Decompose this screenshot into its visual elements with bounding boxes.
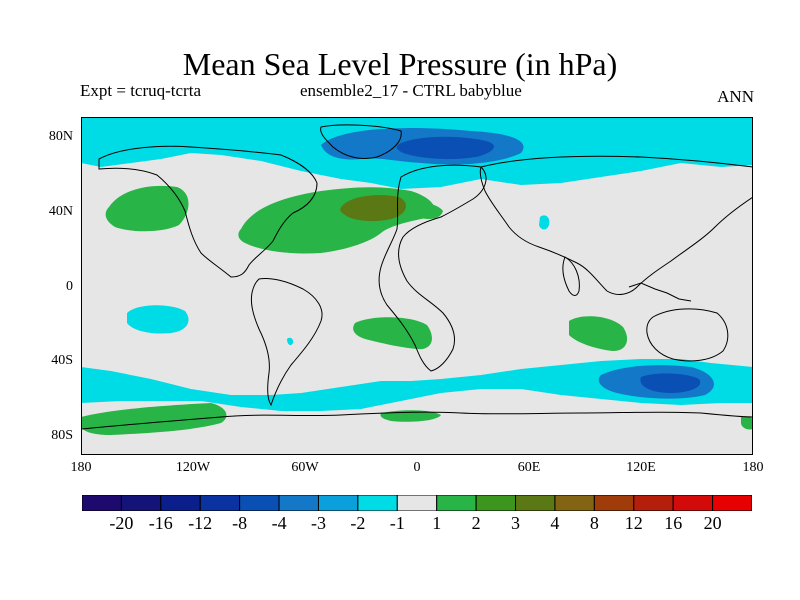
colorbar-label: -1 <box>389 513 405 533</box>
map-frame <box>81 117 753 455</box>
lat-tick-80s: 80S <box>51 428 73 443</box>
colorbar-label: 8 <box>589 513 599 533</box>
ne-pacific-positive-region <box>105 185 189 232</box>
colorbar-label: -4 <box>271 513 287 533</box>
southern-ocean-deep-negative-region <box>640 373 701 393</box>
colorbar-swatch <box>82 495 122 511</box>
antarctica-coast <box>81 411 753 430</box>
colorbar-swatch <box>593 495 635 511</box>
lat-tick-40s: 40S <box>51 353 73 368</box>
lon-tick-180w: 180 <box>70 460 92 475</box>
lat-tick-40n: 40N <box>48 204 73 219</box>
north-atlantic-strong-positive-region <box>340 195 406 222</box>
colorbar-label: -2 <box>350 513 366 533</box>
colorbar-label: -3 <box>311 513 326 533</box>
colorbar-label: 20 <box>703 513 722 533</box>
south-america-coast <box>250 278 323 407</box>
colorbar-swatch <box>475 495 517 511</box>
greenland-coast <box>320 124 402 160</box>
colorbar-swatch <box>436 495 477 511</box>
colorbar-swatch <box>199 495 241 511</box>
med-positive-region <box>411 203 443 219</box>
andes-negative-region <box>287 337 294 346</box>
arctic-deep-negative-region <box>396 136 494 160</box>
europe-africa-coast <box>378 164 487 372</box>
australia-coast <box>646 308 729 362</box>
lon-tick-120e: 120E <box>626 460 656 475</box>
colorbar-swatch <box>396 495 438 511</box>
lon-tick-60w: 60W <box>291 460 319 475</box>
east-pacific-negative-region <box>127 305 189 334</box>
lon-tick-0: 0 <box>413 460 421 475</box>
colorbar-swatch <box>515 495 556 511</box>
colorbar-label: 2 <box>471 513 481 533</box>
pressure-map <box>81 117 753 455</box>
colorbar-swatch <box>712 495 752 511</box>
asia-coast <box>479 155 753 295</box>
lon-tick-180e: 180 <box>742 460 764 475</box>
colorbar-label: 1 <box>432 513 442 533</box>
north-america-coast <box>98 145 318 278</box>
experiment-label: Expt = tcruq-tcrta <box>80 81 201 100</box>
arctic-strong-negative-west <box>329 141 370 158</box>
colorbar-swatch <box>554 495 595 511</box>
season-label: ANN <box>717 87 754 106</box>
antarctic-positive-east <box>741 416 753 430</box>
south-atlantic-positive-region <box>353 317 432 350</box>
colorbar-label: -20 <box>109 513 134 533</box>
colorbar-swatch <box>239 495 280 511</box>
lon-tick-60e: 60E <box>517 460 541 475</box>
colorbar <box>82 495 752 511</box>
colorbar-swatch <box>278 495 319 511</box>
colorbar-swatch <box>357 495 398 511</box>
map-title: Mean Sea Level Pressure (in hPa) <box>182 46 618 82</box>
colorbar-label: 16 <box>664 513 683 533</box>
colorbar-swatch <box>317 495 359 511</box>
antarctic-positive-west <box>81 403 227 435</box>
colorbar-swatch <box>672 495 714 511</box>
colorbar-label: -16 <box>148 513 173 533</box>
lat-tick-80n: 80N <box>48 129 73 144</box>
colorbar-label: 12 <box>624 513 643 533</box>
colorbar-swatch <box>120 495 162 511</box>
colorbar-swatch <box>633 495 674 511</box>
colorbar-label: -8 <box>232 513 248 533</box>
southern-ocean-negative-region <box>81 359 753 411</box>
lat-tick-0: 0 <box>66 279 73 294</box>
colorbar-swatch <box>160 495 201 511</box>
colorbar-label: 3 <box>511 513 520 533</box>
caspian-negative-region <box>539 215 550 230</box>
ensemble-label: ensemble2_17 - CTRL babyblue <box>300 81 522 100</box>
maritime-islands <box>628 282 692 302</box>
coastlines <box>81 124 753 430</box>
india-coast <box>562 256 580 296</box>
indian-ocean-positive-region <box>569 316 628 351</box>
colorbar-label: 4 <box>550 513 560 533</box>
lon-tick-120w: 120W <box>175 460 211 475</box>
colorbar-label: -12 <box>188 513 213 533</box>
